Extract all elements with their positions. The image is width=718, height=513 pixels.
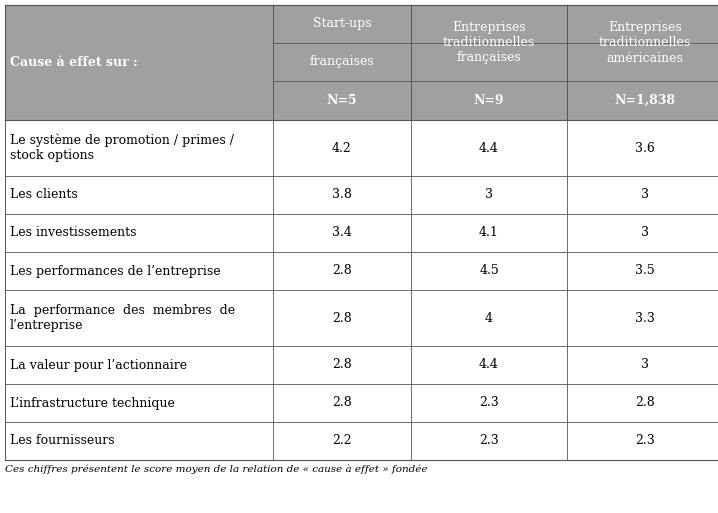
Text: 3: 3 bbox=[641, 227, 649, 240]
Bar bbox=[5, 422, 718, 460]
Text: Entreprises
traditionnelles
françaises: Entreprises traditionnelles françaises bbox=[443, 22, 535, 65]
Text: Ces chiffres présentent le score moyen de la relation de « cause à effet » fondé: Ces chiffres présentent le score moyen d… bbox=[5, 464, 427, 473]
Text: 3.5: 3.5 bbox=[635, 265, 655, 278]
Text: 2.2: 2.2 bbox=[332, 435, 352, 447]
Bar bbox=[5, 5, 718, 120]
Text: Cause à effet sur :: Cause à effet sur : bbox=[10, 56, 138, 69]
Text: 2.3: 2.3 bbox=[479, 397, 499, 409]
Bar bbox=[5, 290, 718, 346]
Text: La valeur pour l’actionnaire: La valeur pour l’actionnaire bbox=[10, 359, 187, 371]
Text: 2.8: 2.8 bbox=[332, 311, 352, 325]
Text: 2.8: 2.8 bbox=[332, 359, 352, 371]
Text: La  performance  des  membres  de
l’entreprise: La performance des membres de l’entrepri… bbox=[10, 304, 235, 332]
Bar bbox=[5, 384, 718, 422]
Text: N=1,838: N=1,838 bbox=[615, 94, 676, 107]
Text: Les investissements: Les investissements bbox=[10, 227, 136, 240]
Text: 2.8: 2.8 bbox=[635, 397, 655, 409]
Text: 3.8: 3.8 bbox=[332, 188, 352, 202]
Text: Les performances de l’entreprise: Les performances de l’entreprise bbox=[10, 265, 220, 278]
Text: L’infrastructure technique: L’infrastructure technique bbox=[10, 397, 175, 409]
Text: 3: 3 bbox=[641, 359, 649, 371]
Text: Les fournisseurs: Les fournisseurs bbox=[10, 435, 115, 447]
Bar bbox=[5, 252, 718, 290]
Text: 3.4: 3.4 bbox=[332, 227, 352, 240]
Text: Start-ups: Start-ups bbox=[312, 17, 371, 30]
Text: 4.4: 4.4 bbox=[479, 142, 499, 154]
Text: N=9: N=9 bbox=[474, 94, 504, 107]
Text: 4.2: 4.2 bbox=[332, 142, 352, 154]
Text: 4.4: 4.4 bbox=[479, 359, 499, 371]
Text: 2.3: 2.3 bbox=[635, 435, 655, 447]
Text: 3.3: 3.3 bbox=[635, 311, 655, 325]
Text: Entreprises
traditionnelles
américaines: Entreprises traditionnelles américaines bbox=[599, 22, 691, 65]
Text: 4.1: 4.1 bbox=[479, 227, 499, 240]
Text: N=5: N=5 bbox=[327, 94, 358, 107]
Text: 2.8: 2.8 bbox=[332, 265, 352, 278]
Text: 3: 3 bbox=[485, 188, 493, 202]
Text: 4.5: 4.5 bbox=[479, 265, 499, 278]
Text: Le système de promotion / primes /
stock options: Le système de promotion / primes / stock… bbox=[10, 134, 234, 162]
Text: 3.6: 3.6 bbox=[635, 142, 655, 154]
Text: Les clients: Les clients bbox=[10, 188, 78, 202]
Bar bbox=[5, 346, 718, 384]
Text: 3: 3 bbox=[641, 188, 649, 202]
Text: françaises: françaises bbox=[309, 55, 374, 69]
Text: 2.8: 2.8 bbox=[332, 397, 352, 409]
Text: 2.3: 2.3 bbox=[479, 435, 499, 447]
Text: 4: 4 bbox=[485, 311, 493, 325]
Bar bbox=[5, 214, 718, 252]
Bar bbox=[5, 120, 718, 176]
Bar bbox=[5, 176, 718, 214]
